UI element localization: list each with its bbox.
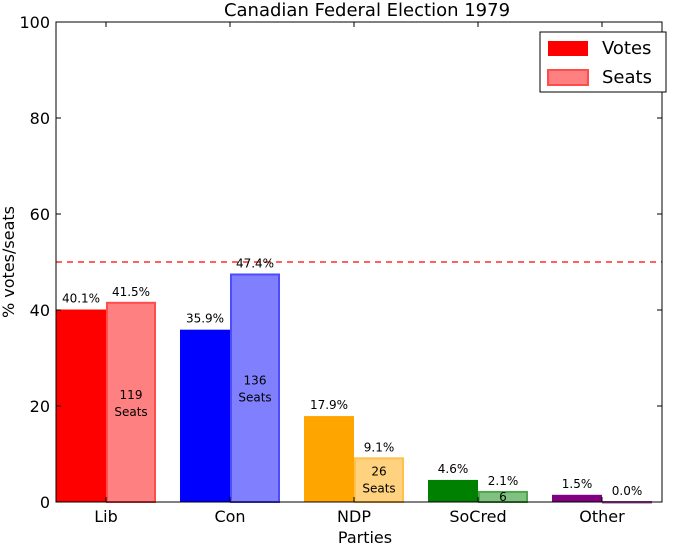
x-axis-label: Parties — [338, 528, 392, 544]
bar-votes-ndp — [304, 416, 354, 502]
vote-pct-label: 40.1% — [62, 292, 100, 306]
bar-seats-ndp — [354, 457, 404, 504]
y-tick-label: 60 — [30, 205, 50, 224]
seat-count-label: 136 — [244, 374, 267, 388]
legend: Votes Seats — [539, 31, 667, 93]
x-tick-label: Con — [214, 507, 245, 526]
vote-pct-label: 17.9% — [310, 398, 348, 412]
legend-swatch-votes — [548, 41, 588, 56]
y-tick-label: 100 — [19, 13, 50, 32]
vote-pct-label: 35.9% — [186, 312, 224, 326]
x-tick-label: SoCred — [449, 507, 506, 526]
seat-count-label: Seats — [362, 482, 395, 496]
seat-pct-label: 41.5% — [112, 285, 150, 299]
seat-pct-label: 2.1% — [488, 474, 519, 488]
y-axis-label: % votes/seats — [0, 206, 18, 318]
x-tick-label: Lib — [94, 507, 118, 526]
seat-pct-label: 47.4% — [236, 256, 274, 270]
seat-count-label: 119 — [120, 388, 143, 402]
seat-count-label: Seats — [114, 405, 147, 419]
bar-votes-con — [180, 329, 230, 502]
y-tick-label: 40 — [30, 301, 50, 320]
x-tick-label: Other — [579, 507, 625, 526]
seat-count-label: Seats — [238, 391, 271, 405]
vote-pct-label: 1.5% — [562, 477, 593, 491]
legend-label-seats: Seats — [602, 67, 652, 88]
seat-pct-label: 9.1% — [364, 440, 395, 454]
y-tick-label: 80 — [30, 109, 50, 128]
legend-label-votes: Votes — [602, 38, 651, 59]
seat-count-label: 26 — [371, 465, 386, 479]
bar-votes-lib — [56, 309, 106, 502]
vote-pct-label: 4.6% — [438, 462, 469, 476]
bar-votes-other — [552, 494, 602, 502]
seat-count-label: 6 — [499, 490, 507, 504]
bar-votes-socred — [428, 479, 478, 502]
bar-seats-con — [230, 273, 280, 504]
bar-seats-lib — [106, 301, 156, 503]
y-tick-label: 20 — [30, 397, 50, 416]
plot-frame — [55, 21, 663, 503]
legend-swatch-seats — [547, 69, 589, 86]
seat-pct-label: 0.0% — [612, 484, 643, 498]
y-tick-label: 0 — [40, 493, 50, 512]
chart-title: Canadian Federal Election 1979 — [224, 0, 510, 21]
x-tick-label: NDP — [337, 507, 371, 526]
plot-area: 40.1% 41.5% 119 Seats Lib 35.9% 47.4% 136 Seats C… — [19, 13, 663, 526]
